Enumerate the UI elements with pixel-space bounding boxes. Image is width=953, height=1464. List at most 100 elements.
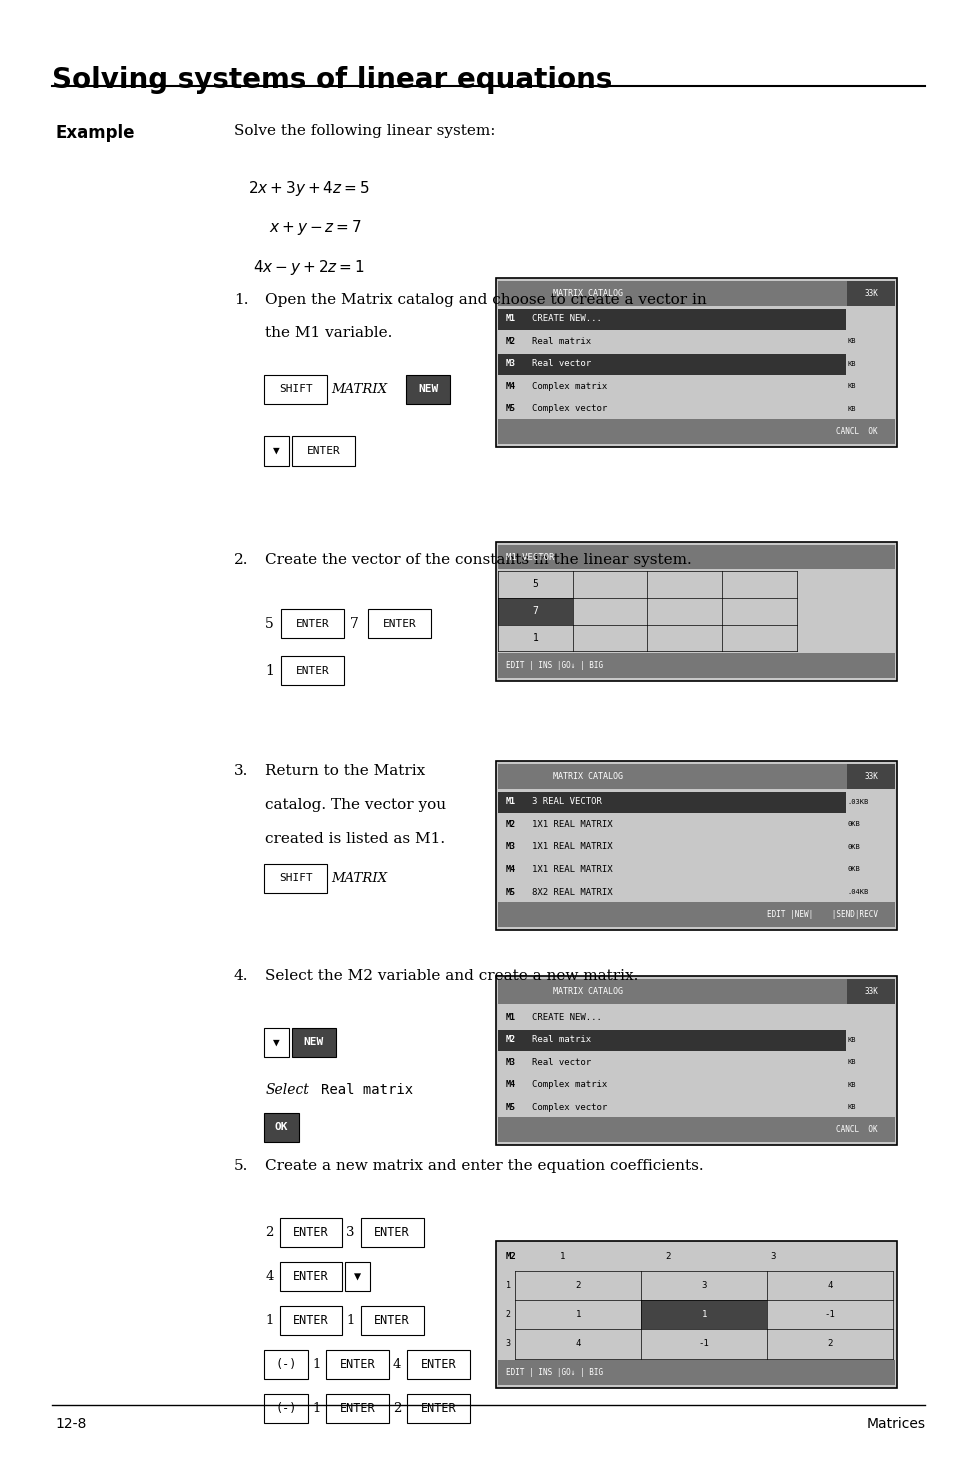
Text: KB: KB [846, 1058, 855, 1066]
Text: 1X1 REAL MATRIX: 1X1 REAL MATRIX [532, 865, 613, 874]
Text: EDIT |NEW|    |SEND|RECV: EDIT |NEW| |SEND|RECV [766, 909, 877, 919]
FancyBboxPatch shape [497, 792, 845, 813]
Text: ▼: ▼ [273, 1038, 280, 1047]
Text: ▼: ▼ [354, 1271, 361, 1282]
Text: M4: M4 [505, 382, 515, 391]
Text: KB: KB [846, 338, 855, 344]
Text: Complex vector: Complex vector [532, 1102, 607, 1111]
FancyBboxPatch shape [497, 1117, 894, 1142]
Text: 1: 1 [312, 1359, 320, 1370]
Text: 33K: 33K [863, 288, 877, 299]
Text: 4.: 4. [233, 969, 248, 984]
Text: M2: M2 [505, 337, 515, 346]
Text: Solving systems of linear equations: Solving systems of linear equations [52, 66, 612, 94]
Text: M4: M4 [505, 865, 515, 874]
FancyBboxPatch shape [497, 859, 845, 881]
Text: 1: 1 [532, 632, 537, 643]
FancyBboxPatch shape [846, 281, 894, 306]
Text: CREATE NEW...: CREATE NEW... [532, 1013, 601, 1022]
Text: $2x + 3y + 4z = 5$: $2x + 3y + 4z = 5$ [248, 179, 370, 198]
Text: 5: 5 [532, 580, 537, 590]
FancyBboxPatch shape [497, 764, 894, 789]
FancyBboxPatch shape [497, 814, 845, 836]
Text: 12-8: 12-8 [55, 1417, 87, 1432]
Text: 2: 2 [664, 1252, 670, 1262]
Text: KB: KB [846, 360, 855, 367]
Text: 0KB: 0KB [846, 843, 859, 851]
Text: 1: 1 [700, 1310, 706, 1319]
Text: 0KB: 0KB [846, 821, 859, 827]
Text: M2: M2 [505, 1252, 516, 1262]
Text: Solve the following linear system:: Solve the following linear system: [233, 124, 495, 139]
Text: 1: 1 [559, 1252, 565, 1262]
Text: ENTER: ENTER [374, 1227, 410, 1239]
Text: 3.: 3. [233, 764, 248, 779]
FancyBboxPatch shape [497, 331, 845, 353]
FancyBboxPatch shape [497, 1075, 845, 1097]
Text: Complex matrix: Complex matrix [532, 1080, 607, 1089]
FancyBboxPatch shape [326, 1350, 389, 1379]
Text: 1: 1 [312, 1403, 320, 1414]
FancyBboxPatch shape [496, 542, 896, 681]
FancyBboxPatch shape [497, 545, 894, 569]
FancyBboxPatch shape [264, 1350, 308, 1379]
Text: EDIT | INS |GO↓ | BIG: EDIT | INS |GO↓ | BIG [505, 660, 602, 671]
Text: catalog. The vector you: catalog. The vector you [265, 798, 446, 813]
FancyBboxPatch shape [497, 1098, 845, 1118]
Text: 7: 7 [350, 616, 358, 631]
Text: NEW: NEW [303, 1038, 324, 1047]
Text: ENTER: ENTER [339, 1403, 375, 1414]
Text: M4: M4 [505, 1080, 515, 1089]
Text: SHIFT: SHIFT [278, 385, 313, 394]
Text: 1: 1 [575, 1310, 580, 1319]
Text: ENTER: ENTER [293, 1271, 329, 1282]
Text: KB: KB [846, 1104, 855, 1110]
Text: ENTER: ENTER [374, 1315, 410, 1326]
FancyBboxPatch shape [496, 1241, 896, 1388]
Text: M2: M2 [505, 820, 515, 829]
Text: Open the Matrix catalog and choose to create a vector in: Open the Matrix catalog and choose to cr… [265, 293, 706, 307]
FancyBboxPatch shape [279, 1262, 342, 1291]
Text: Return to the Matrix: Return to the Matrix [265, 764, 425, 779]
Text: Matrices: Matrices [865, 1417, 924, 1432]
Text: M5: M5 [505, 1102, 515, 1111]
Text: 1: 1 [346, 1315, 355, 1326]
Text: 2: 2 [826, 1340, 832, 1348]
FancyBboxPatch shape [264, 864, 327, 893]
Text: CANCL  OK: CANCL OK [835, 426, 877, 436]
Text: 2: 2 [393, 1403, 401, 1414]
Text: MATRIX CATALOG: MATRIX CATALOG [553, 772, 622, 782]
Text: M1 VECTOR: M1 VECTOR [505, 552, 554, 562]
FancyBboxPatch shape [281, 609, 344, 638]
Text: CANCL  OK: CANCL OK [835, 1124, 877, 1135]
FancyBboxPatch shape [497, 309, 845, 329]
Text: 3: 3 [769, 1252, 775, 1262]
Text: 1: 1 [505, 1281, 510, 1290]
Text: the M1 variable.: the M1 variable. [265, 326, 393, 341]
FancyBboxPatch shape [497, 376, 845, 398]
FancyBboxPatch shape [497, 979, 894, 1004]
Text: Complex matrix: Complex matrix [532, 382, 607, 391]
Text: 3: 3 [346, 1227, 355, 1239]
Text: .03KB: .03KB [846, 799, 867, 805]
Text: 1: 1 [265, 663, 274, 678]
Text: KB: KB [846, 1082, 855, 1088]
Text: 1: 1 [265, 1315, 274, 1326]
FancyBboxPatch shape [279, 1218, 342, 1247]
Text: M2: M2 [505, 1035, 515, 1044]
Text: 4: 4 [265, 1271, 274, 1282]
FancyBboxPatch shape [292, 436, 355, 466]
Text: ENTER: ENTER [306, 447, 340, 455]
Text: 4: 4 [393, 1359, 401, 1370]
FancyBboxPatch shape [368, 609, 431, 638]
Text: EDIT | INS |GO↓ | BIG: EDIT | INS |GO↓ | BIG [505, 1367, 602, 1378]
Text: 8X2 REAL MATRIX: 8X2 REAL MATRIX [532, 887, 613, 896]
FancyBboxPatch shape [407, 1350, 470, 1379]
Text: ENTER: ENTER [293, 1227, 329, 1239]
Text: 0KB: 0KB [846, 867, 859, 873]
Text: (-): (-) [275, 1403, 296, 1414]
Text: M3: M3 [505, 1057, 515, 1067]
Text: 7: 7 [532, 606, 537, 616]
Text: 3 REAL VECTOR: 3 REAL VECTOR [532, 798, 601, 807]
Text: 5.: 5. [233, 1159, 248, 1174]
